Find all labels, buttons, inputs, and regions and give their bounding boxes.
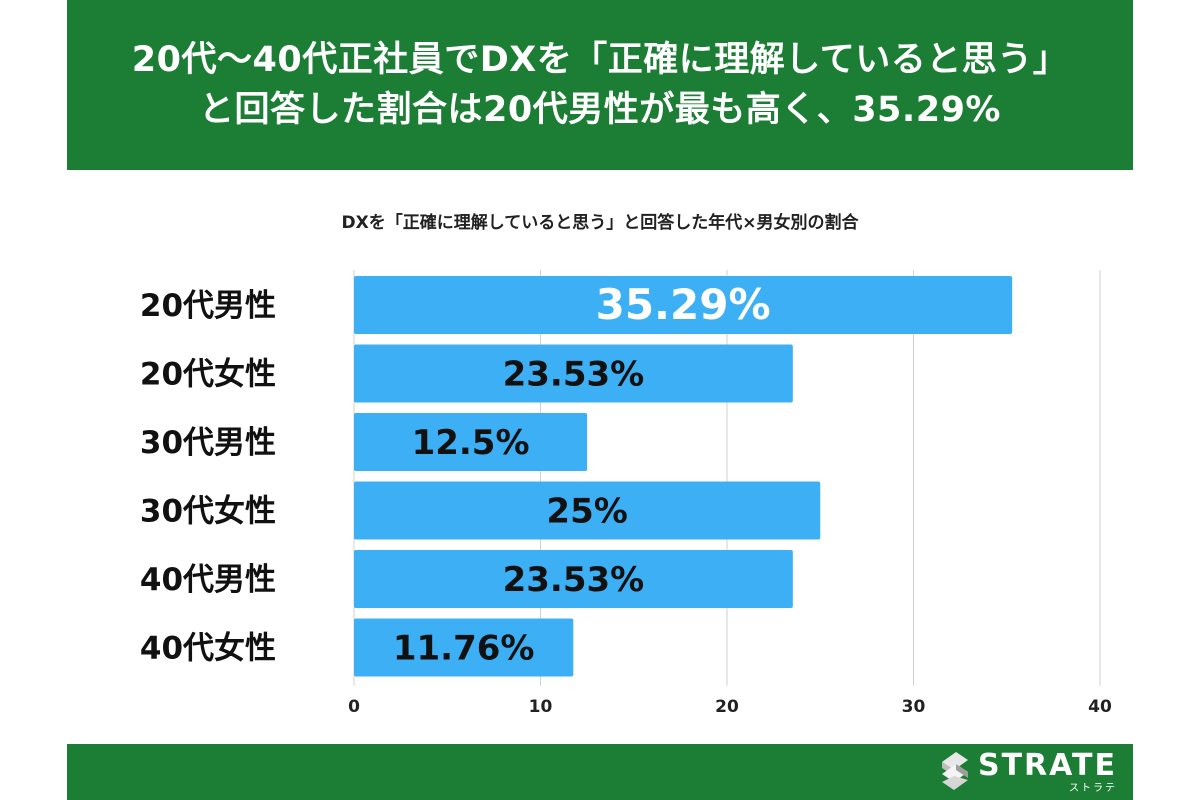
data-label: 25% bbox=[546, 492, 627, 532]
title-banner: 20代〜40代正社員でDXを「正確に理解していると思う」 と回答した割合は20代… bbox=[67, 0, 1133, 170]
data-label: 23.53% bbox=[503, 560, 645, 600]
bar bbox=[354, 618, 574, 677]
data-label: 12.5% bbox=[412, 423, 530, 463]
x-tick-label: 30 bbox=[902, 697, 926, 717]
strate-logo-icon bbox=[941, 752, 968, 790]
x-tick-label: 40 bbox=[1088, 697, 1112, 717]
category-label: 30代女性 bbox=[140, 494, 276, 530]
bar bbox=[354, 276, 1013, 334]
data-label: 23.53% bbox=[503, 355, 645, 395]
footer-bar: STRATE ストラテ bbox=[67, 744, 1133, 800]
bar bbox=[354, 344, 793, 403]
logo-name: STRATE bbox=[977, 747, 1117, 783]
category-label: 30代男性 bbox=[140, 425, 276, 461]
category-label: 40代女性 bbox=[140, 631, 276, 667]
data-label: 11.76% bbox=[393, 629, 535, 669]
bar bbox=[354, 550, 793, 608]
data-label: 35.29% bbox=[596, 280, 771, 329]
x-tick-label: 10 bbox=[529, 697, 553, 717]
bar bbox=[354, 413, 588, 471]
x-tick-label: 0 bbox=[348, 697, 360, 717]
bar bbox=[354, 481, 821, 540]
category-label: 20代男性 bbox=[140, 288, 276, 324]
title-line-1: 20代〜40代正社員でDXを「正確に理解していると思う」 bbox=[131, 40, 1069, 80]
chart-title: DXを「正確に理解していると思う」と回答した年代×男女別の割合 bbox=[341, 213, 859, 233]
category-label: 40代男性 bbox=[140, 562, 276, 598]
x-tick-label: 20 bbox=[715, 697, 739, 717]
title-line-2: と回答した割合は20代男性が最も高く、35.29% bbox=[199, 90, 1001, 130]
strate-logo: STRATE ストラテ bbox=[938, 748, 1117, 794]
bar-chart: 0 10 20 30 40 20代男性 35.29% 20代女性 23.53% 30代男性 12.5… bbox=[140, 270, 1112, 717]
category-label: 20代女性 bbox=[140, 357, 276, 393]
logo-kana: ストラテ bbox=[1069, 782, 1117, 794]
